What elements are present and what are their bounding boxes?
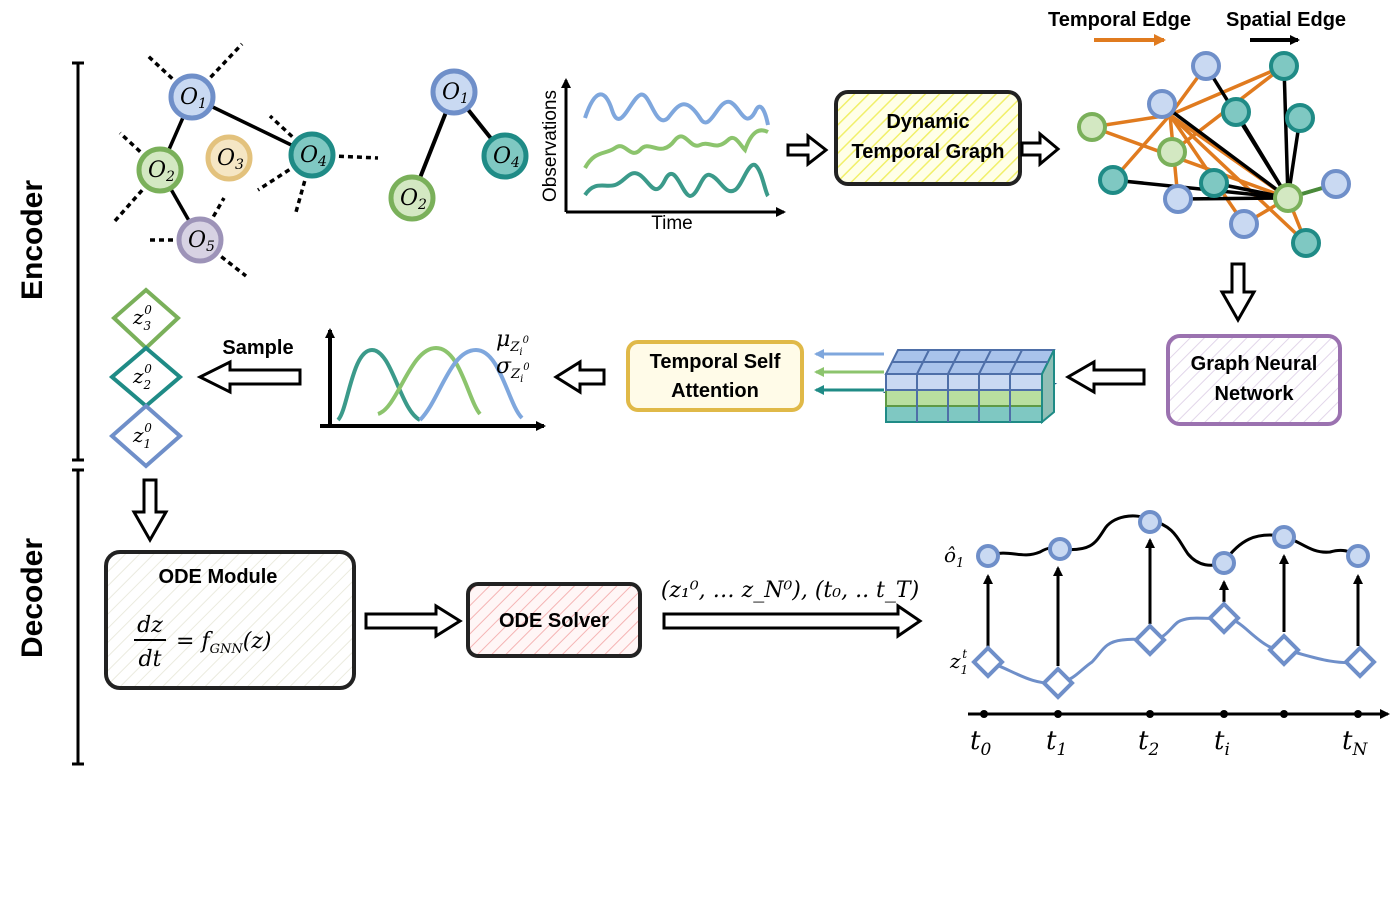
- spatio-temporal-graph: [1077, 51, 1351, 258]
- dynamic-temporal-graph-box: Dynamic Temporal Graph: [834, 90, 1022, 186]
- gnn-box: Graph Neural Network: [1166, 334, 1342, 426]
- tg-nodes: [1077, 51, 1351, 258]
- sample-label: Sample: [222, 337, 293, 359]
- time-label-tN: tN: [1342, 726, 1368, 760]
- graph-node-o3: O3: [205, 134, 253, 182]
- graph-node-o4: O4: [288, 131, 336, 179]
- svg-text:O1: O1: [180, 85, 207, 112]
- trajectory-plot: ô1 z1t: [944, 510, 1390, 760]
- svg-text:z20: z20: [132, 362, 152, 392]
- full-graph: O1 O2 O3 O4 O5: [112, 42, 379, 278]
- legend-spatial-label: Spatial Edge: [1226, 9, 1346, 31]
- time-label-t1: t1: [1046, 726, 1067, 760]
- temporal-edges: [1091, 64, 1308, 245]
- sub-node-o1: O1: [430, 68, 478, 116]
- distribution-plot: μZi0 σZi0: [320, 327, 546, 431]
- gnn-label-2: Network: [1215, 383, 1295, 405]
- mu-label: μZi0: [496, 327, 530, 358]
- dist-curve-3: [418, 347, 524, 422]
- svg-text:O2: O2: [148, 158, 175, 185]
- arrow-tsa-to-distribution: [553, 359, 606, 395]
- dynamic-graph-label-2: Temporal Graph: [852, 141, 1005, 163]
- svg-text:z10: z10: [132, 421, 152, 451]
- gnn-label-1: Graph Neural: [1191, 353, 1318, 375]
- obs-series-2: [583, 128, 769, 170]
- observation-curve: [987, 514, 1359, 567]
- dist-curve-1: [336, 347, 422, 422]
- svg-text:O1: O1: [442, 80, 469, 107]
- arrow-to-ode-module: [131, 478, 169, 544]
- tensor-to-tsa-arrows: [814, 349, 884, 395]
- ode-module-title: ODE Module: [159, 566, 278, 588]
- latent-diamonds: z30 z20 z10: [108, 287, 184, 469]
- legend-temporal-label: Temporal Edge: [1048, 9, 1191, 31]
- sub-graph: O1 O2 O4: [388, 68, 529, 222]
- latent-diamond-nodes: [971, 601, 1377, 700]
- sigma-label: σZi0: [496, 354, 530, 385]
- latent-curve: [987, 616, 1361, 685]
- svg-text:O3: O3: [217, 146, 244, 173]
- svg-text:O2: O2: [400, 186, 427, 213]
- obs-traj-label: ô1: [944, 543, 964, 571]
- obs-series-1: [583, 92, 770, 126]
- observation-nodes: [976, 510, 1370, 575]
- svg-text:z30: z30: [132, 303, 152, 333]
- dynamic-graph-label-1: Dynamic: [886, 111, 969, 133]
- z2-diamond: z20: [108, 345, 184, 409]
- tsa-label-1: Temporal Self: [650, 351, 781, 373]
- tsa-label-2: Attention: [671, 380, 759, 402]
- ode-eq-rhs: = fGNN(z): [176, 629, 272, 657]
- encoder-label: Encoder: [16, 180, 49, 300]
- arrow-to-temporal-graph: [1020, 130, 1061, 168]
- solver-output-label: (z₁⁰, … z_N⁰), (t₀, .. t_T): [661, 578, 919, 603]
- decoder-bracket: [72, 468, 84, 766]
- svg-text:O4: O4: [300, 143, 327, 170]
- graph-node-o5: O5: [176, 216, 224, 264]
- ode-eq-den: dt: [139, 647, 162, 672]
- arrow-solver-to-trajectory: [662, 603, 923, 639]
- encoder-bracket: [72, 61, 84, 462]
- arrow-gnn-to-tensor: [1064, 359, 1146, 395]
- graph-node-o1: O1: [168, 73, 216, 121]
- sub-node-o4: O4: [481, 132, 529, 180]
- arrow-to-dynamic-graph: [786, 132, 829, 168]
- arrow-to-gnn: [1219, 262, 1257, 324]
- observations-plot: Observations Time: [540, 78, 786, 234]
- sub-node-o2: O2: [388, 174, 436, 222]
- ode-module-box: ODE Module dz dt = fGNN(z): [104, 550, 356, 690]
- embedding-tensor: [882, 349, 1058, 425]
- obs-xlabel: Time: [651, 213, 693, 234]
- arrow-ode-module-to-solver: [364, 603, 463, 639]
- latent-traj-label: z1t: [949, 647, 968, 677]
- ode-solver-label: ODE Solver: [499, 610, 609, 632]
- svg-text:O5: O5: [188, 228, 215, 255]
- dist-curve-2: [377, 345, 482, 416]
- ode-solver-box: ODE Solver: [466, 582, 642, 658]
- obs-series-3: [583, 162, 770, 199]
- graph-node-o2: O2: [136, 146, 184, 194]
- z1-diamond: z10: [108, 403, 184, 469]
- vertical-arrows: [983, 538, 1363, 666]
- decoder-label: Decoder: [16, 538, 49, 658]
- obs-ylabel: Observations: [540, 90, 561, 202]
- edge-legend: Temporal Edge Spatial Edge: [1048, 9, 1346, 46]
- time-label-ti: ti: [1214, 726, 1230, 760]
- sample-arrow: [196, 359, 302, 395]
- time-label-t2: t2: [1138, 726, 1159, 760]
- time-label-t0: t0: [970, 726, 991, 760]
- time-ticks: [980, 710, 1362, 718]
- ode-eq-num: dz: [137, 613, 163, 638]
- temporal-self-attention-box: Temporal Self Attention: [626, 340, 804, 412]
- svg-text:O4: O4: [493, 144, 520, 171]
- z3-diamond: z30: [111, 287, 181, 351]
